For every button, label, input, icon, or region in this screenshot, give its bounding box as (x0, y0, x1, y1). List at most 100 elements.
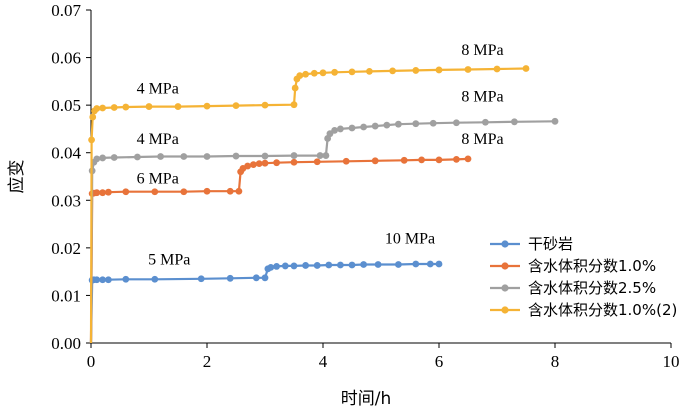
pressure-annotation: 8 MPa (461, 42, 503, 59)
data-point (244, 162, 252, 170)
legend-item: 含水体积分数1.0%(2) (490, 301, 677, 319)
data-point (93, 276, 101, 284)
data-point (429, 119, 437, 127)
pressure-annotation: 5 MPa (148, 252, 190, 269)
data-point (395, 261, 402, 268)
y-tick-label: 0.06 (51, 49, 81, 68)
data-point (122, 103, 130, 111)
data-point (371, 157, 379, 165)
data-point (157, 153, 165, 160)
data-point (252, 274, 260, 282)
data-point (281, 262, 289, 270)
data-point (151, 188, 159, 196)
data-point (493, 65, 501, 73)
data-point (453, 119, 460, 127)
legend-item: 含水体积分数2.5% (490, 279, 656, 297)
data-point (464, 66, 472, 73)
series-4 (88, 65, 530, 344)
data-point (290, 158, 298, 166)
data-point (325, 261, 333, 269)
data-point (302, 70, 309, 78)
data-point (88, 136, 95, 144)
data-point (110, 154, 118, 161)
data-point (122, 275, 130, 283)
series-1 (88, 260, 443, 344)
data-point (313, 158, 321, 166)
data-point (89, 113, 97, 121)
x-tick-label: 0 (87, 352, 96, 371)
data-point (319, 69, 327, 77)
data-point (99, 104, 106, 112)
data-point (203, 187, 211, 195)
legend-item: 含水体积分数1.0% (490, 257, 656, 275)
data-point (151, 275, 159, 283)
data-point (110, 104, 118, 111)
pressure-annotation: 10 MPa (385, 231, 435, 248)
data-point (226, 274, 234, 282)
data-point (360, 123, 367, 131)
data-point (435, 156, 443, 164)
data-point (180, 153, 188, 160)
data-point (145, 103, 153, 110)
data-point (412, 260, 420, 268)
data-point (255, 160, 263, 168)
data-point (93, 155, 101, 163)
x-tick-label: 4 (319, 352, 328, 371)
data-point (290, 262, 298, 270)
legend-label: 干砂岩 (528, 235, 573, 253)
pressure-annotation: 4 MPa (137, 80, 179, 97)
pressure-annotation: 6 MPa (137, 171, 179, 188)
annotations: 8 MPa 4 MPa 8 MPa 4 MPa 8 MPa 6 MPa 10 MPa 5 MP… (137, 42, 504, 268)
data-point (232, 102, 240, 110)
data-point (203, 102, 211, 110)
y-tick-label: 0.01 (51, 286, 81, 305)
data-point (395, 120, 402, 128)
legend-label: 含水体积分数1.0% (528, 257, 656, 275)
data-point (105, 188, 112, 196)
data-point (232, 152, 240, 160)
data-point (226, 187, 234, 195)
data-point (250, 161, 257, 169)
data-point (412, 120, 420, 128)
data-point (261, 152, 269, 160)
data-point (180, 188, 188, 196)
data-point (348, 124, 356, 132)
data-point (482, 118, 489, 126)
legend-item: 干砂岩 (490, 235, 573, 253)
data-point (235, 187, 243, 195)
data-point (290, 152, 298, 159)
data-point (464, 155, 472, 163)
data-point (105, 276, 112, 284)
y-tick-label: 0.00 (51, 334, 81, 353)
y-tick-label: 0.02 (51, 239, 81, 258)
y-axis-title: 应变 (7, 160, 27, 194)
data-point (453, 155, 460, 163)
data-point (511, 118, 518, 126)
data-point (348, 261, 356, 269)
data-point (99, 276, 106, 284)
legend-label: 含水体积分数2.5% (528, 279, 656, 297)
data-point (261, 101, 269, 109)
data-point (296, 72, 304, 80)
data-point (342, 157, 350, 165)
data-point (273, 159, 280, 167)
y-tick-label: 0.05 (51, 96, 81, 115)
x-axis-title: 时间/h (341, 389, 392, 409)
series-2 (88, 155, 472, 344)
data-point (122, 188, 130, 196)
data-point (174, 103, 182, 110)
data-point (310, 69, 318, 77)
data-point (273, 263, 280, 270)
data-point (313, 262, 321, 269)
data-point (371, 122, 379, 130)
data-point (134, 153, 141, 161)
y-tick-label: 0.04 (51, 144, 81, 163)
data-point (400, 156, 408, 164)
data-point (348, 68, 356, 76)
data-point (418, 156, 425, 164)
data-point (93, 189, 101, 197)
pressure-annotation: 8 MPa (461, 131, 503, 148)
data-point (522, 65, 530, 72)
